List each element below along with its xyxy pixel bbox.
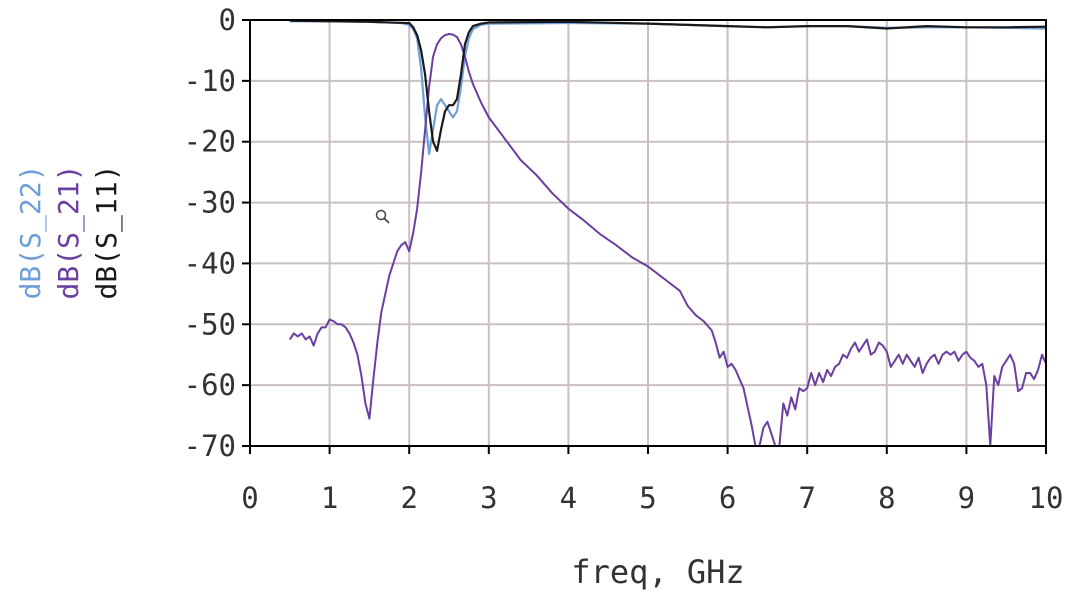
y-tick-label: -10 xyxy=(184,64,236,98)
x-tick-label: 4 xyxy=(560,481,577,515)
x-tick-labels: 0 1 2 3 4 5 6 7 8 9 10 xyxy=(241,481,1063,515)
y-tick-label: -20 xyxy=(184,125,236,159)
series-layer xyxy=(288,19,1046,447)
x-tick-label: 6 xyxy=(719,481,736,515)
x-tick-label: 0 xyxy=(241,481,258,515)
x-tick-label: 9 xyxy=(958,481,975,515)
x-tick-label: 5 xyxy=(639,481,656,515)
series-line-db-s-22- xyxy=(289,20,1046,155)
grid xyxy=(242,19,1047,454)
plot-frame xyxy=(249,19,1047,447)
y-tick-label: -70 xyxy=(184,429,236,463)
x-tick-label: 3 xyxy=(480,481,497,515)
y-tick-label: -30 xyxy=(184,186,236,220)
marker-cursor-icon xyxy=(375,209,390,224)
y-axis-labels: dB(S_22) dB(S_21) dB(S_11) xyxy=(14,165,124,300)
series-line-db-s-21- xyxy=(288,33,1046,447)
y-axis-label-db-s-11-: dB(S_11) xyxy=(90,165,124,300)
y-tick-label: -60 xyxy=(184,368,236,402)
y-axis-label-db-s-22-: dB(S_22) xyxy=(14,165,48,300)
y-tick-label: 0 xyxy=(219,3,236,37)
x-tick-label: 1 xyxy=(321,481,338,515)
x-tick-label: 10 xyxy=(1029,481,1064,515)
x-tick-label: 7 xyxy=(798,481,815,515)
y-tick-label: -40 xyxy=(184,246,236,280)
x-tick-label: 2 xyxy=(400,481,417,515)
x-tick-label: 8 xyxy=(878,481,895,515)
y-tick-label: -50 xyxy=(184,307,236,341)
x-axis-label: freq, GHz xyxy=(571,553,744,591)
series-line-db-s-11- xyxy=(289,19,1046,152)
y-axis-label-db-s-21-: dB(S_21) xyxy=(52,165,86,300)
y-tick-labels: 0 -10 -20 -30 -40 -50 -60 -70 xyxy=(184,3,236,463)
